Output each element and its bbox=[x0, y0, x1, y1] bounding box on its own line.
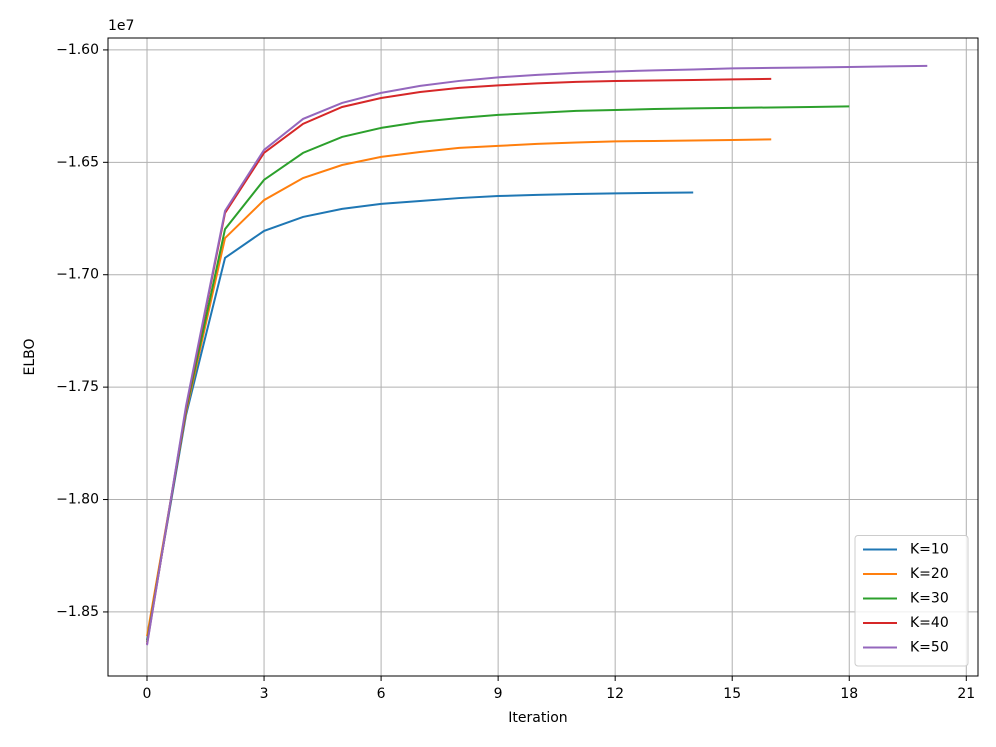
y-axis-label: ELBO bbox=[22, 338, 38, 375]
x-tick-label: 9 bbox=[494, 686, 503, 702]
legend-label: K=50 bbox=[910, 640, 949, 656]
plot-frame bbox=[107, 37, 979, 677]
y-tick-label: −1.85 bbox=[56, 604, 99, 620]
y-tick-label: −1.80 bbox=[56, 492, 99, 508]
y-tick-label: −1.75 bbox=[56, 379, 99, 395]
series-line bbox=[146, 64, 928, 646]
legend-label: K=10 bbox=[910, 542, 949, 558]
legend-label: K=20 bbox=[910, 566, 949, 582]
x-axis-label: Iteration bbox=[508, 710, 567, 726]
x-tick-label: 18 bbox=[840, 686, 858, 702]
x-tick-label: 12 bbox=[606, 686, 624, 702]
y-tick-label: −1.65 bbox=[56, 154, 99, 170]
series-line bbox=[146, 77, 772, 645]
legend: K=10 K=20 K=30 K=40 K=50 bbox=[854, 535, 969, 667]
y-tick-label: −1.60 bbox=[56, 42, 99, 58]
x-tick-label: 21 bbox=[957, 686, 975, 702]
x-tick-label: 3 bbox=[260, 686, 269, 702]
series-line bbox=[146, 105, 850, 643]
series-line bbox=[146, 191, 694, 641]
legend-label: K=40 bbox=[910, 615, 949, 631]
legend-box bbox=[854, 535, 969, 667]
x-tick-label: 15 bbox=[723, 686, 741, 702]
series-line bbox=[146, 138, 772, 637]
y-offset-label: 1e7 bbox=[108, 18, 134, 34]
x-tick-label: 6 bbox=[377, 686, 386, 702]
x-tick-label: 0 bbox=[143, 686, 152, 702]
legend-label: K=30 bbox=[910, 591, 949, 607]
y-tick-label: −1.70 bbox=[56, 267, 99, 283]
